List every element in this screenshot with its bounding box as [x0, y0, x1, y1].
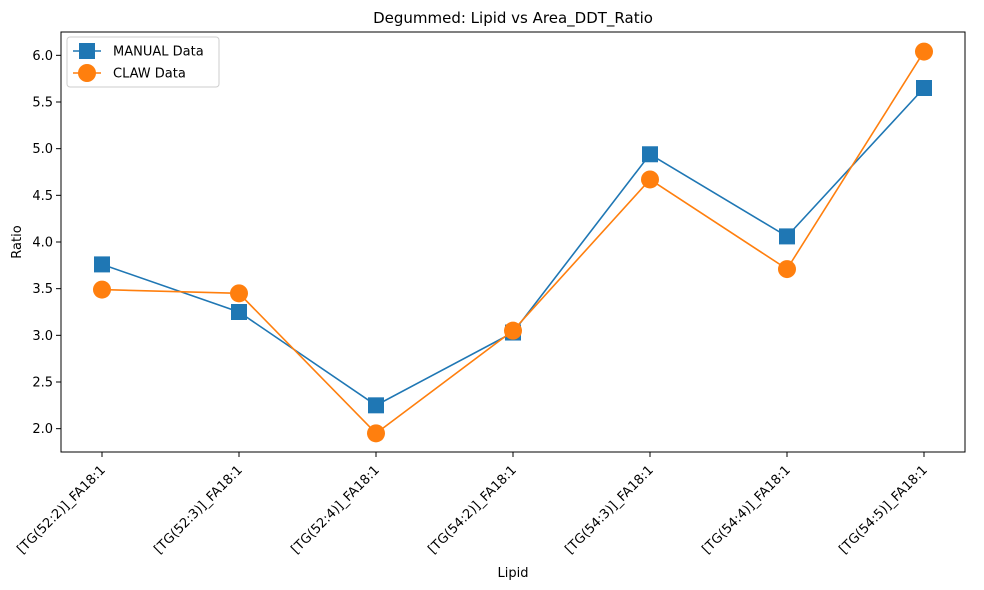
legend: MANUAL Data CLAW Data	[66, 36, 220, 88]
y-tick-label: 4.5	[32, 189, 53, 204]
data-point	[367, 424, 385, 443]
y-tick-label: 3.5	[32, 282, 53, 297]
data-point	[642, 146, 658, 163]
data-point	[504, 321, 522, 340]
data-point	[778, 260, 796, 279]
x-tick-label: [TG(54:2)]_FA18:1	[426, 463, 520, 557]
data-point	[779, 228, 795, 245]
y-tick-label: 5.5	[32, 96, 53, 111]
x-tick-label: [TG(52:2)]_FA18:1	[15, 463, 109, 557]
legend-marker	[78, 64, 96, 82]
legend-marker	[79, 43, 95, 59]
chart-title: Degummed: Lipid vs Area_DDT_Ratio	[373, 9, 653, 28]
data-point	[641, 170, 659, 189]
x-tick-label: [TG(54:3)]_FA18:1	[563, 463, 657, 557]
data-point	[231, 304, 247, 320]
y-tick-label: 6.0	[32, 49, 53, 64]
x-tick-label: [TG(54:5)]_FA18:1	[837, 463, 931, 557]
x-axis-label: Lipid	[498, 566, 529, 581]
data-point	[230, 284, 248, 303]
data-point	[368, 397, 384, 414]
x-tick-label: [TG(52:4)]_FA18:1	[289, 463, 383, 557]
y-tick-label: 2.5	[32, 376, 53, 391]
data-point	[915, 42, 933, 61]
y-tick-label: 5.0	[32, 142, 53, 157]
y-tick-label: 4.0	[32, 236, 53, 251]
y-tick-label: 3.0	[32, 329, 53, 344]
data-point	[94, 256, 110, 273]
y-tick-label: 2.0	[32, 422, 53, 437]
series-layer	[93, 42, 933, 443]
data-point	[93, 280, 111, 299]
data-point	[916, 80, 932, 96]
x-tick-label: [TG(52:3)]_FA18:1	[152, 463, 246, 557]
legend-label: CLAW Data	[113, 67, 186, 82]
legend-label: MANUAL Data	[113, 45, 204, 60]
x-tick-label: [TG(54:4)]_FA18:1	[700, 463, 794, 557]
y-axis: 2.0 2.5 3.0 3.5 4.0 4.5 5.0 5.5 6.0	[32, 49, 61, 437]
x-axis: [TG(52:2)]_FA18:1 [TG(52:3)]_FA18:1 [TG(52…	[15, 452, 931, 557]
series-claw	[93, 42, 933, 443]
legend-box	[66, 36, 220, 88]
plot-area	[60, 31, 966, 453]
y-axis-label: Ratio	[10, 225, 25, 258]
